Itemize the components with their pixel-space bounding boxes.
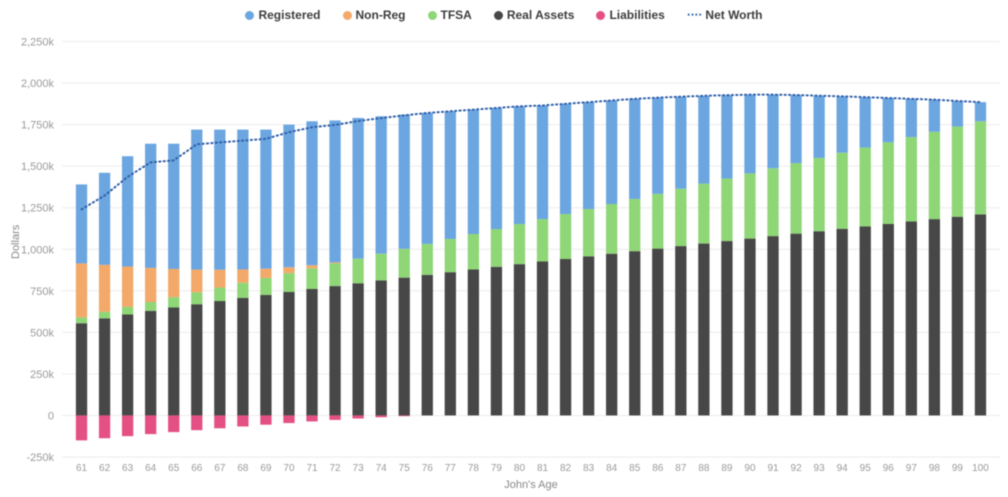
svg-text:64: 64 [145, 463, 157, 474]
svg-text:250k: 250k [30, 369, 54, 381]
svg-text:89: 89 [721, 463, 733, 474]
svg-text:1,500k: 1,500k [21, 161, 55, 173]
svg-text:0: 0 [48, 410, 54, 422]
svg-text:66: 66 [191, 463, 203, 474]
svg-text:82: 82 [560, 463, 572, 474]
svg-text:83: 83 [583, 463, 595, 474]
svg-text:2,250k: 2,250k [21, 37, 55, 49]
svg-text:1,000k: 1,000k [21, 244, 55, 256]
svg-text:87: 87 [675, 463, 687, 474]
svg-text:-250k: -250k [26, 452, 54, 464]
svg-text:93: 93 [814, 463, 826, 474]
svg-text:86: 86 [652, 463, 664, 474]
svg-text:94: 94 [837, 463, 849, 474]
svg-text:91: 91 [767, 463, 779, 474]
svg-text:74: 74 [376, 463, 388, 474]
svg-text:88: 88 [698, 463, 710, 474]
svg-text:79: 79 [491, 463, 503, 474]
svg-text:81: 81 [537, 463, 549, 474]
svg-text:90: 90 [744, 463, 756, 474]
svg-text:75: 75 [399, 463, 411, 474]
svg-text:500k: 500k [30, 327, 54, 339]
svg-text:65: 65 [168, 463, 180, 474]
svg-text:67: 67 [214, 463, 226, 474]
svg-text:750k: 750k [30, 286, 54, 298]
svg-text:92: 92 [791, 463, 803, 474]
svg-text:97: 97 [906, 463, 918, 474]
svg-text:77: 77 [445, 463, 457, 474]
svg-text:62: 62 [99, 463, 111, 474]
svg-text:1,750k: 1,750k [21, 120, 55, 132]
svg-text:78: 78 [468, 463, 480, 474]
svg-text:68: 68 [237, 463, 249, 474]
svg-text:61: 61 [76, 463, 88, 474]
svg-text:85: 85 [629, 463, 641, 474]
svg-text:73: 73 [353, 463, 365, 474]
svg-text:2,000k: 2,000k [21, 78, 55, 90]
svg-text:99: 99 [952, 463, 964, 474]
svg-text:72: 72 [330, 463, 342, 474]
svg-text:69: 69 [260, 463, 272, 474]
svg-text:84: 84 [606, 463, 618, 474]
svg-text:96: 96 [883, 463, 895, 474]
svg-text:95: 95 [860, 463, 872, 474]
svg-text:71: 71 [306, 463, 318, 474]
svg-text:1,250k: 1,250k [21, 203, 55, 215]
svg-text:76: 76 [422, 463, 434, 474]
svg-text:63: 63 [122, 463, 134, 474]
svg-text:98: 98 [929, 463, 941, 474]
svg-text:100: 100 [972, 463, 989, 474]
svg-text:80: 80 [514, 463, 526, 474]
svg-text:70: 70 [283, 463, 295, 474]
